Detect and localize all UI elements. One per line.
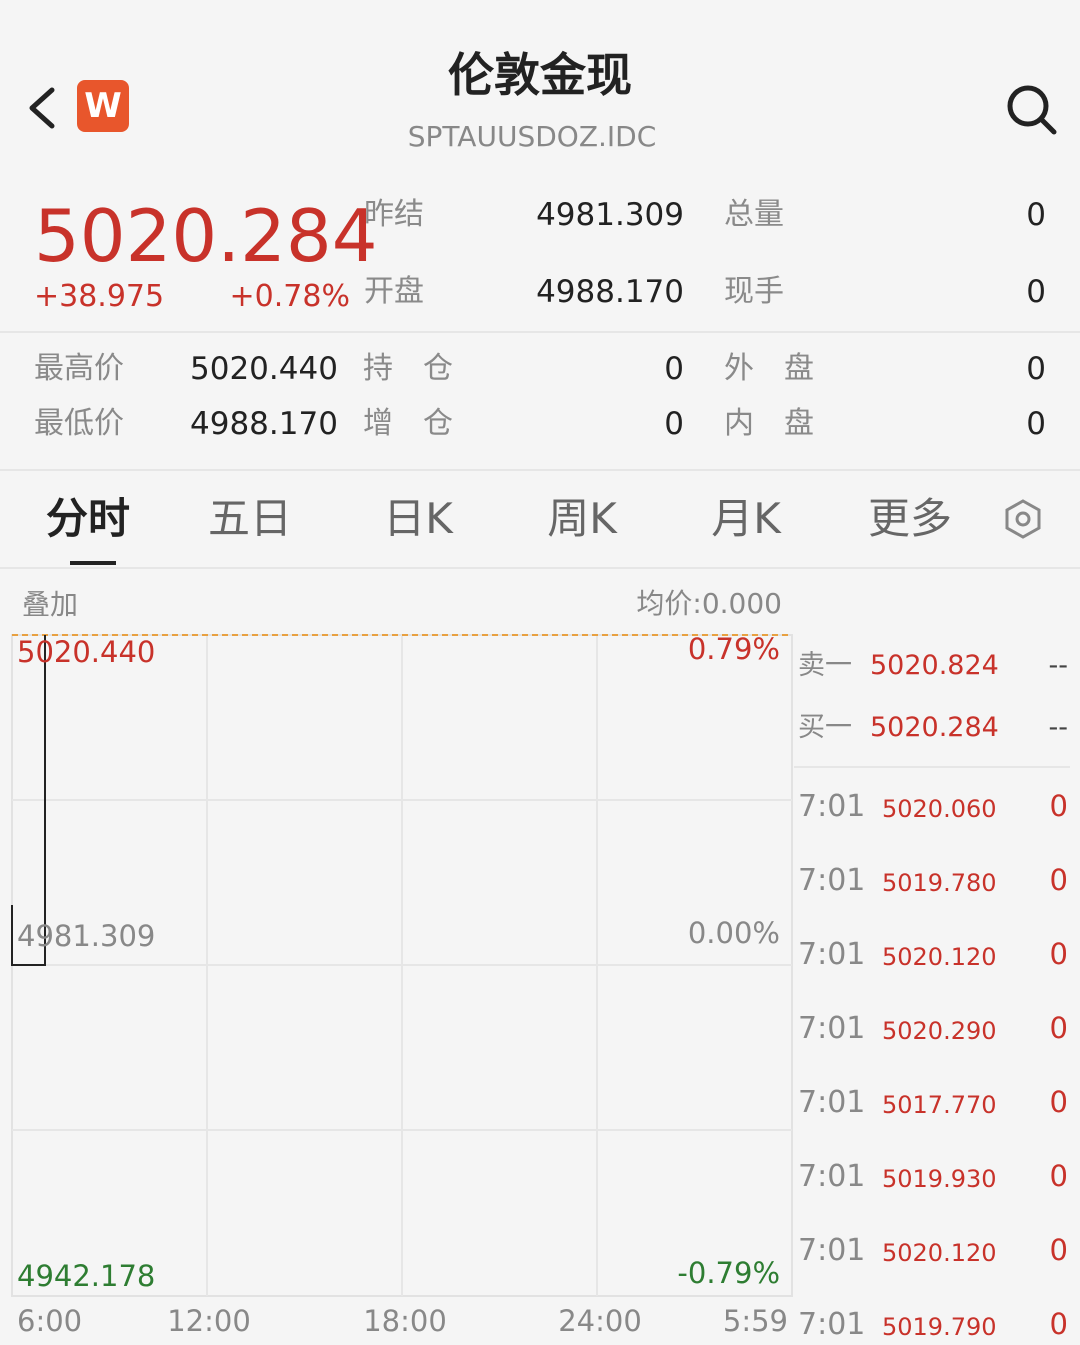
intraday-chart xyxy=(11,634,793,1297)
time-label: 5:59 xyxy=(722,1304,788,1338)
trade-price: 5019.780 xyxy=(882,869,997,897)
trade-price: 5020.120 xyxy=(882,943,997,971)
trade-price: 5019.790 xyxy=(882,1313,997,1341)
trade-price: 5020.290 xyxy=(882,1017,997,1045)
price-label: 4942.178 xyxy=(17,1259,156,1293)
stat-value: 0 xyxy=(1026,406,1046,442)
stat-label: 总量 xyxy=(724,197,784,232)
stat-value: 4988.170 xyxy=(536,274,684,310)
divider xyxy=(0,567,1080,569)
time-label: 6:00 xyxy=(17,1304,83,1338)
trade-time: 7:01 xyxy=(798,1233,866,1268)
divider xyxy=(0,331,1080,333)
search-button[interactable] xyxy=(1004,82,1060,138)
stat-label: 最低价 xyxy=(34,406,124,441)
last-price: 5020.284 xyxy=(34,194,378,278)
trade-time: 7:01 xyxy=(798,1011,866,1046)
stat-label: 现手 xyxy=(724,274,784,309)
time-label: 18:00 xyxy=(363,1304,447,1338)
stat-label: 内 盘 xyxy=(724,406,814,441)
divider xyxy=(794,766,1070,768)
divider xyxy=(0,469,1080,471)
book-label: 买一 xyxy=(798,712,852,743)
trade-price: 5020.120 xyxy=(882,1239,997,1267)
settings-button[interactable] xyxy=(1002,498,1044,540)
book-price: 5020.824 xyxy=(870,650,999,681)
stat-value: 4981.309 xyxy=(536,197,684,233)
trade-time: 7:01 xyxy=(798,937,866,972)
tab-underline xyxy=(70,561,116,565)
time-label: 12:00 xyxy=(167,1304,251,1338)
trade-time: 7:01 xyxy=(798,863,866,898)
pct-label: 0.79% xyxy=(687,632,780,666)
stat-value: 0 xyxy=(664,406,684,442)
time-label: 24:00 xyxy=(558,1304,642,1338)
stat-label: 外 盘 xyxy=(724,351,814,386)
stat-label: 增 仓 xyxy=(363,406,453,441)
book-volume: -- xyxy=(1048,712,1069,743)
book-label: 卖一 xyxy=(798,650,852,681)
book-volume: -- xyxy=(1048,650,1069,681)
tab[interactable]: 月K xyxy=(711,494,781,543)
price-label: 5020.440 xyxy=(17,635,156,669)
trade-time: 7:01 xyxy=(798,1159,866,1194)
overlay-button[interactable]: 叠加 xyxy=(22,588,79,621)
back-button[interactable] xyxy=(22,84,62,132)
tab[interactable]: 周K xyxy=(547,494,617,543)
stat-value: 0 xyxy=(1026,197,1046,233)
stat-label: 开盘 xyxy=(364,274,424,309)
trade-volume: 0 xyxy=(1049,789,1068,823)
stat-value: 5020.440 xyxy=(190,351,338,387)
tab[interactable]: 日K xyxy=(383,494,453,543)
tab[interactable]: 分时 xyxy=(45,494,131,543)
trade-price: 5020.060 xyxy=(882,795,997,823)
stat-label: 最高价 xyxy=(34,351,124,386)
trade-volume: 0 xyxy=(1049,1307,1068,1341)
stat-value: 4988.170 xyxy=(190,406,338,442)
stat-label: 昨结 xyxy=(364,197,424,232)
trade-time: 7:01 xyxy=(798,789,866,824)
price-change: +38.975 xyxy=(34,279,165,314)
pct-label: 0.00% xyxy=(687,916,780,950)
stat-value: 0 xyxy=(1026,351,1046,387)
trade-volume: 0 xyxy=(1049,937,1068,971)
trade-volume: 0 xyxy=(1049,863,1068,897)
app-badge[interactable]: W xyxy=(77,80,129,132)
avg-price: 均价:0.000 xyxy=(636,587,782,620)
tab[interactable]: 五日 xyxy=(207,494,293,543)
trade-volume: 0 xyxy=(1049,1011,1068,1045)
stat-value: 0 xyxy=(1026,274,1046,310)
trade-time: 7:01 xyxy=(798,1307,866,1342)
stat-value: 0 xyxy=(664,351,684,387)
stat-label: 持 仓 xyxy=(363,351,453,386)
tab[interactable]: 更多 xyxy=(867,494,953,543)
price-change-pct: +0.78% xyxy=(229,279,350,314)
trade-time: 7:01 xyxy=(798,1085,866,1120)
trade-price: 5017.770 xyxy=(882,1091,997,1119)
symbol-code: SPTAUUSDOZ.IDC xyxy=(407,120,657,153)
trade-volume: 0 xyxy=(1049,1085,1068,1119)
pct-label: -0.79% xyxy=(677,1256,780,1290)
book-price: 5020.284 xyxy=(870,712,999,743)
price-label: 4981.309 xyxy=(17,919,156,953)
trade-price: 5019.930 xyxy=(882,1165,997,1193)
trade-volume: 0 xyxy=(1049,1159,1068,1193)
trade-volume: 0 xyxy=(1049,1233,1068,1267)
page-title: 伦敦金现 xyxy=(448,48,632,102)
